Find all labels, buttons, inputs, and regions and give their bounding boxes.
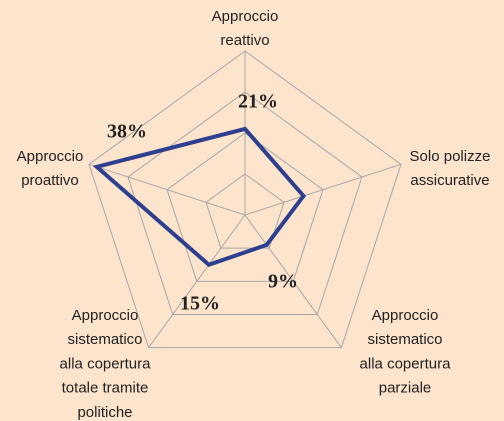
category-label: reattivo: [220, 32, 269, 49]
spoke: [244, 163, 402, 216]
value-label: 9%: [268, 271, 298, 293]
category-label: totale tramite: [62, 380, 149, 397]
value-label: 15%: [180, 293, 220, 315]
spoke: [148, 214, 246, 348]
grid-ring: [127, 91, 363, 316]
category-label: sistematico: [67, 331, 142, 348]
data-line: [92, 126, 307, 268]
spoke: [244, 214, 342, 348]
category-label: alla copertura: [60, 355, 152, 372]
category-label: Approccio: [17, 148, 84, 165]
grid-ring: [88, 50, 402, 349]
grid-ring: [166, 132, 324, 282]
category-label: Approccio: [72, 307, 139, 324]
value-label: 21%: [238, 91, 278, 113]
category-label: Approccio: [212, 8, 279, 25]
category-label: Solo polizze: [410, 148, 491, 165]
value-label: 38%: [107, 121, 147, 143]
category-label: alla copertura: [360, 355, 452, 372]
category-label: politiche: [77, 404, 132, 421]
category-label: parziale: [379, 380, 432, 397]
spoke: [88, 163, 246, 216]
category-label: sistematico: [367, 331, 442, 348]
category-label: proattivo: [21, 172, 79, 189]
category-label: Approccio: [372, 307, 439, 324]
category-label: assicurative: [410, 172, 489, 189]
grid-ring: [205, 173, 285, 249]
